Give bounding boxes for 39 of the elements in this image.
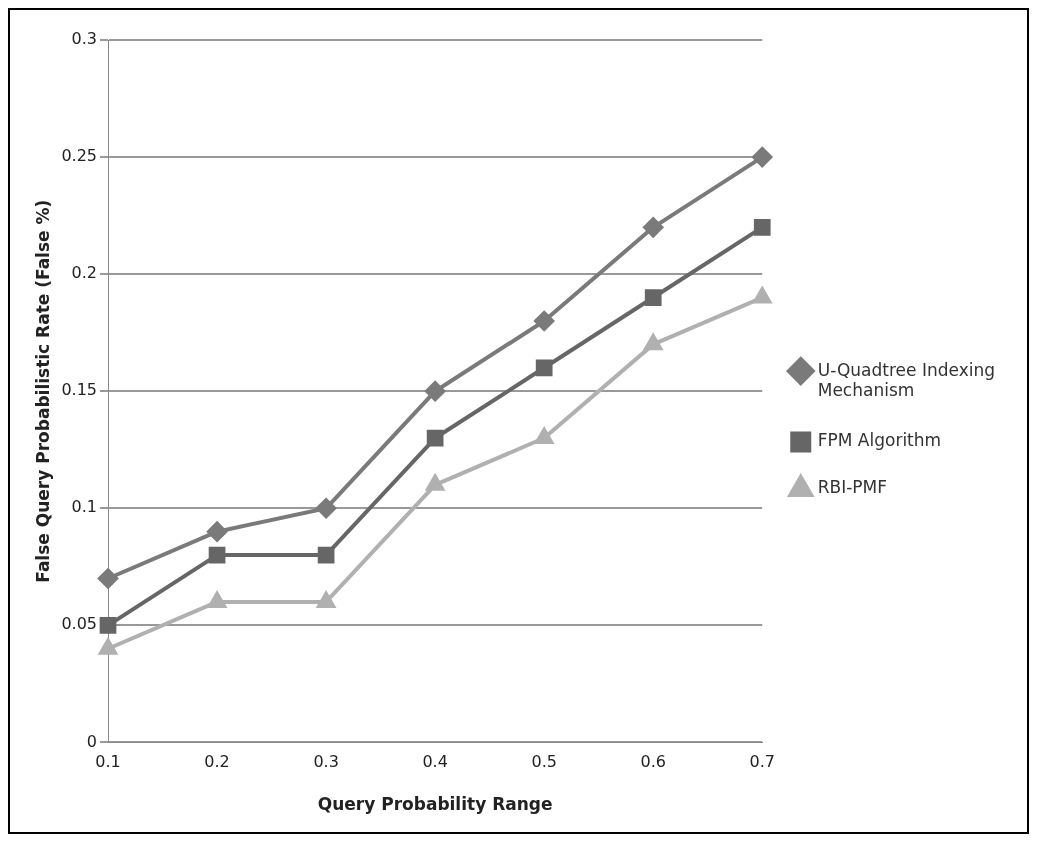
x-tick-label: 0.5: [531, 752, 557, 772]
y-tick-label: 0.25: [61, 146, 98, 166]
x-tick-label: 0.7: [749, 752, 775, 772]
x-tick-label: 0.3: [313, 752, 339, 772]
point: [425, 381, 446, 402]
point: [99, 616, 117, 634]
point: [426, 474, 445, 491]
point: [753, 218, 771, 236]
point: [99, 638, 117, 655]
y-tick-label: 0.15: [61, 380, 98, 400]
x-tick-label: 0.1: [95, 752, 121, 772]
x-tick-label: 0.4: [422, 752, 448, 772]
y-tick-label: 0.3: [71, 29, 98, 49]
point: [535, 359, 553, 377]
point: [207, 521, 228, 542]
y-tick-label: 0.2: [71, 263, 98, 283]
y-axis-title: False Query Probabilistic Rate (False %): [32, 199, 53, 583]
point: [317, 591, 336, 608]
point: [208, 591, 226, 608]
y-tick-label: 0.1: [71, 497, 98, 517]
legend-label: RBI-PMF: [817, 477, 888, 498]
legend-label: U-Quadtree Indexing Mechanism: [817, 359, 996, 400]
point: [644, 289, 662, 306]
point: [534, 310, 555, 331]
legend-label: FPM Algorithm: [817, 430, 942, 451]
point: [317, 546, 335, 564]
x-tick-label: 0.2: [204, 752, 230, 772]
point: [644, 334, 663, 351]
x-axis-title: Query Probability Range: [317, 794, 553, 815]
point: [316, 498, 337, 519]
y-tick-label: 0.05: [61, 614, 98, 634]
point: [426, 429, 444, 447]
x-tick-label: 0.6: [640, 752, 666, 772]
point: [643, 217, 664, 238]
point: [208, 546, 226, 564]
point: [752, 147, 773, 168]
point: [98, 568, 119, 589]
point: [535, 428, 554, 445]
y-tick-label: 0: [86, 731, 98, 751]
